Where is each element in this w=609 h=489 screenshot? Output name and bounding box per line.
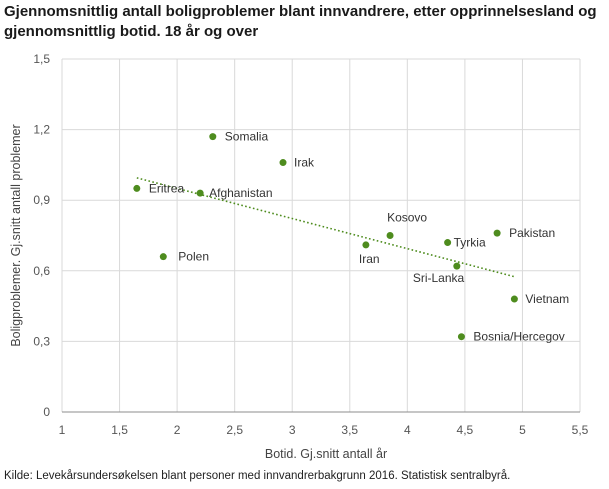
point-label: Bosnia/Hercegov (473, 330, 564, 344)
x-tick-label: 2 (174, 423, 181, 437)
y-axis-label: Boligproblemer. Gj.snitt antall probleme… (9, 124, 23, 346)
y-tick-label: 0,9 (33, 193, 50, 207)
y-tick-label: 0 (43, 405, 50, 419)
x-tick-label: 5 (519, 423, 526, 437)
point-label: Pakistan (509, 226, 555, 240)
point-label: Iran (359, 252, 380, 266)
data-point (362, 241, 370, 249)
chart-title: Gjennomsnittlig antall boligproblemer bl… (4, 3, 597, 40)
point-label: Irak (294, 156, 315, 170)
data-point (493, 229, 501, 237)
point-label: Vietnam (525, 292, 569, 306)
data-point (444, 239, 452, 247)
x-tick-label: 3,5 (341, 423, 358, 437)
x-tick-label: 2,5 (226, 423, 243, 437)
grid-lines (61, 58, 581, 413)
data-point (133, 184, 141, 192)
x-axis-label: Botid. Gj.snitt antall år (265, 447, 387, 461)
point-label: Polen (178, 250, 209, 264)
data-point (196, 189, 204, 197)
x-tick-label: 3 (289, 423, 296, 437)
point-label: Eritrea (149, 181, 185, 195)
data-point (279, 159, 287, 167)
point-label: Somalia (225, 130, 269, 144)
y-tick-label: 1,2 (33, 123, 50, 137)
point-label: Afghanistan (209, 186, 272, 200)
data-point (457, 333, 465, 341)
data-point (159, 253, 167, 261)
data-point (453, 262, 461, 270)
y-tick-label: 1,5 (33, 52, 50, 66)
axes: 1 1,5 2 2,5 3 3,5 4 4,5 5 5,5 0 0,3 0,6 0,9 1,2 1,5 (33, 52, 588, 437)
data-point (386, 232, 394, 239)
data-point (510, 295, 518, 303)
point-label: Sri-Lanka (413, 271, 465, 285)
point-label: Tyrkia (454, 236, 486, 250)
x-tick-label: 1,5 (111, 423, 128, 437)
point-labels: Somalia Irak Eritrea Afghanistan Kosovo Iran T… (149, 130, 569, 344)
data-point (209, 133, 217, 141)
data-points (133, 133, 518, 341)
x-tick-label: 5,5 (572, 423, 589, 437)
x-tick-label: 4 (404, 423, 411, 437)
source-note: Kilde: Levekårsundersøkelsen blant perso… (4, 470, 511, 482)
y-tick-label: 0,6 (33, 264, 50, 278)
x-tick-label: 4,5 (457, 423, 474, 437)
y-tick-label: 0,3 (33, 334, 50, 348)
x-tick-label: 1 (59, 423, 66, 437)
point-label: Kosovo (387, 211, 427, 225)
